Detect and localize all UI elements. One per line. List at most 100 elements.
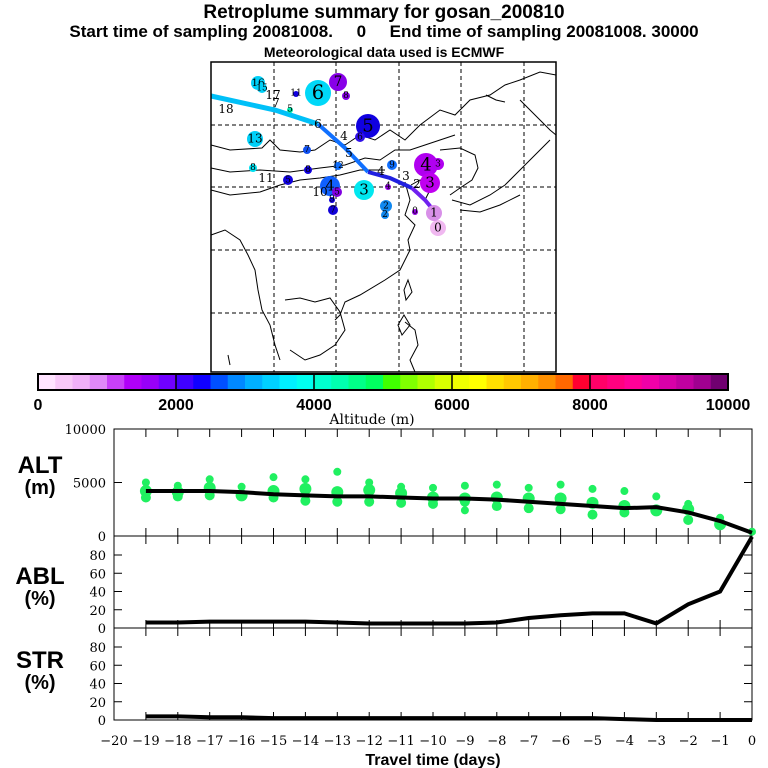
cluster-label: 4 xyxy=(385,181,391,191)
x-tick-label: −18 xyxy=(164,734,191,749)
cluster-label: 8 xyxy=(305,165,311,175)
colorbar-cell xyxy=(607,374,625,390)
cluster-label: 7 xyxy=(304,145,310,155)
coastline xyxy=(210,169,385,196)
cluster-label: 8 xyxy=(343,91,349,101)
cluster-marker xyxy=(328,205,338,215)
abl-label: ABL xyxy=(15,563,65,590)
x-tick-label: −14 xyxy=(292,734,319,749)
y-tick-label: 60 xyxy=(89,659,106,674)
altitude-point xyxy=(492,480,501,489)
coastline xyxy=(397,314,411,336)
altitude-point xyxy=(363,483,376,496)
cluster-marker xyxy=(381,211,389,219)
trajectory-label: 17 xyxy=(265,88,280,102)
x-tick-label: −9 xyxy=(455,734,474,749)
trajectory-label: 7 xyxy=(272,96,280,110)
cluster-label: 4 xyxy=(325,177,335,195)
cluster-marker xyxy=(305,80,331,106)
cluster-marker xyxy=(380,200,392,212)
trajectory-label: 3 xyxy=(402,169,410,183)
coastline xyxy=(451,139,551,206)
altitude-point xyxy=(237,482,246,491)
altitude-point xyxy=(141,478,150,487)
altitude-point xyxy=(301,475,310,484)
cluster-label: 2 xyxy=(383,202,389,212)
colorbar-cell xyxy=(434,374,453,390)
str-label: STR xyxy=(16,647,64,674)
trajectory-label: 6 xyxy=(314,117,322,131)
colorbar-cell xyxy=(193,374,211,390)
y-tick-label: 0 xyxy=(98,714,106,729)
colorbar-cell xyxy=(124,374,142,390)
trajectory-label: 18 xyxy=(218,102,233,116)
cluster-marker xyxy=(354,180,374,200)
y-tick-label: 5000 xyxy=(73,477,106,492)
altitude-point xyxy=(588,484,597,493)
colorbar-cell xyxy=(710,374,729,390)
trajectory-segment-mid xyxy=(316,122,370,174)
x-tick-label: 0 xyxy=(748,734,756,749)
alt-label: ALT xyxy=(17,452,63,479)
x-tick-label: −13 xyxy=(324,734,351,749)
x-tick-label: −17 xyxy=(196,734,223,749)
colorbar-cell xyxy=(383,374,401,390)
map-frame xyxy=(210,61,557,373)
cluster-label: 12 xyxy=(332,161,343,171)
cluster-label: 0 xyxy=(434,221,442,235)
x-tick-label: −1 xyxy=(711,734,730,749)
colorbar-cell xyxy=(296,374,315,390)
x-tick-label: −19 xyxy=(132,734,159,749)
cluster-label: 8 xyxy=(250,163,256,173)
altitude-point xyxy=(491,501,502,512)
cluster-label: 15 xyxy=(256,83,268,93)
altitude-point xyxy=(269,473,278,482)
cluster-label: 3 xyxy=(359,181,369,199)
cluster-marker xyxy=(332,187,342,197)
cluster-label: 3 xyxy=(435,160,441,170)
x-axis-label: Travel time (days) xyxy=(365,752,500,768)
abl-panel-label: ABL (%) xyxy=(0,563,80,611)
colorbar-cell xyxy=(452,374,470,390)
x-tick-label: −15 xyxy=(260,734,287,749)
x-tick-label: −6 xyxy=(551,734,570,749)
cluster-marker xyxy=(334,162,342,170)
cluster-marker xyxy=(303,146,311,154)
altitude-point xyxy=(300,495,311,506)
x-tick-label: −4 xyxy=(615,734,634,749)
y-tick-label: 80 xyxy=(89,641,106,656)
colorbar-tick-label: 10000 xyxy=(706,397,751,414)
cluster-marker xyxy=(283,175,293,185)
altitude-point xyxy=(428,498,438,509)
cluster-marker xyxy=(420,173,440,193)
colorbar-cell xyxy=(279,374,298,390)
colorbar-cell xyxy=(348,374,367,390)
cluster-label: 2 xyxy=(382,210,388,220)
coastline xyxy=(404,321,419,373)
cluster-label: 5 xyxy=(334,187,340,197)
altitude-point xyxy=(172,491,183,502)
trajectory-label: 11 xyxy=(258,171,273,185)
abl-unit: (%) xyxy=(24,588,56,610)
series-line-abl xyxy=(145,535,754,626)
y-tick-label: 10000 xyxy=(65,423,106,438)
colorbar-label: Altitude (m) xyxy=(328,412,414,428)
altitude-point xyxy=(460,506,469,515)
colorbar-cell xyxy=(503,374,522,390)
altitude-point xyxy=(333,467,342,476)
x-tick-label: −10 xyxy=(419,734,446,749)
altitude-point xyxy=(299,482,312,495)
y-tick-label: 20 xyxy=(89,604,106,619)
x-tick-label: −8 xyxy=(487,734,506,749)
colorbar-cell xyxy=(262,374,280,390)
cluster-marker xyxy=(385,184,391,190)
cluster-label: 5 xyxy=(287,104,293,114)
cluster-marker xyxy=(329,73,347,91)
str-unit: (%) xyxy=(24,672,56,694)
altitude-point xyxy=(523,503,534,514)
y-tick-label: 60 xyxy=(89,567,106,582)
cluster-marker xyxy=(329,197,335,203)
altitude-point xyxy=(554,492,567,505)
